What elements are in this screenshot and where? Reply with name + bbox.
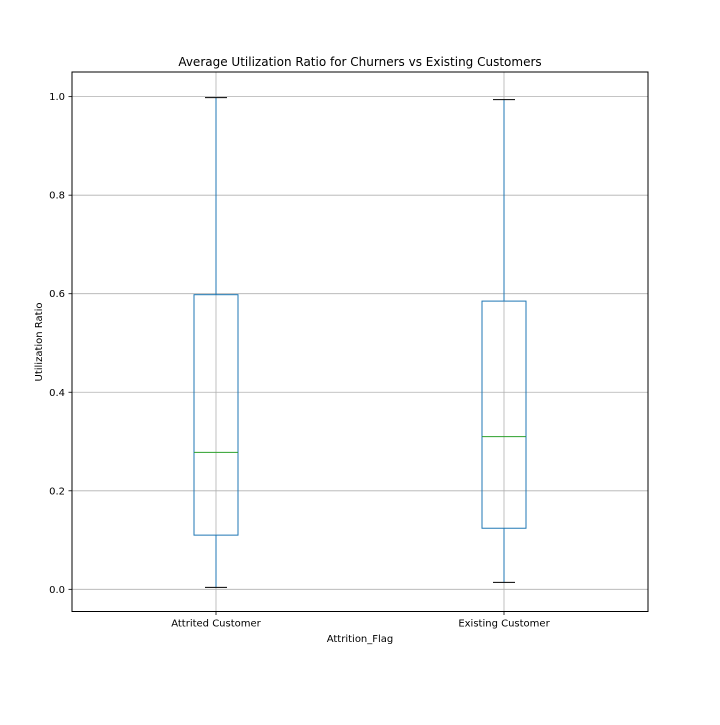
iqr-box: [481, 300, 527, 529]
y-tick-label: 1.0: [49, 92, 65, 103]
chart-title: Average Utilization Ratio for Churners v…: [178, 55, 541, 69]
grid-layer: [72, 72, 648, 612]
x-axis-label: Attrition_Flag: [327, 634, 394, 645]
x-tick-label: Attrited Customer: [171, 619, 261, 630]
y-tick-label: 0.2: [49, 486, 65, 497]
x-tick-label: Existing Customer: [458, 619, 550, 630]
box-layer: [193, 97, 527, 588]
y-tick-label: 0.0: [49, 585, 65, 596]
plot-frame: [71, 71, 649, 612]
tick-layer: 0.0 0.2 0.4 0.6 0.8 1.0 Attrited Customer Exist…: [49, 92, 550, 629]
y-tick-label: 0.8: [49, 191, 65, 202]
y-axis-label: Utilization Ratio: [34, 303, 45, 382]
y-tick-label: 0.4: [49, 388, 65, 399]
y-tick-label: 0.6: [49, 289, 65, 300]
iqr-box: [193, 294, 239, 536]
